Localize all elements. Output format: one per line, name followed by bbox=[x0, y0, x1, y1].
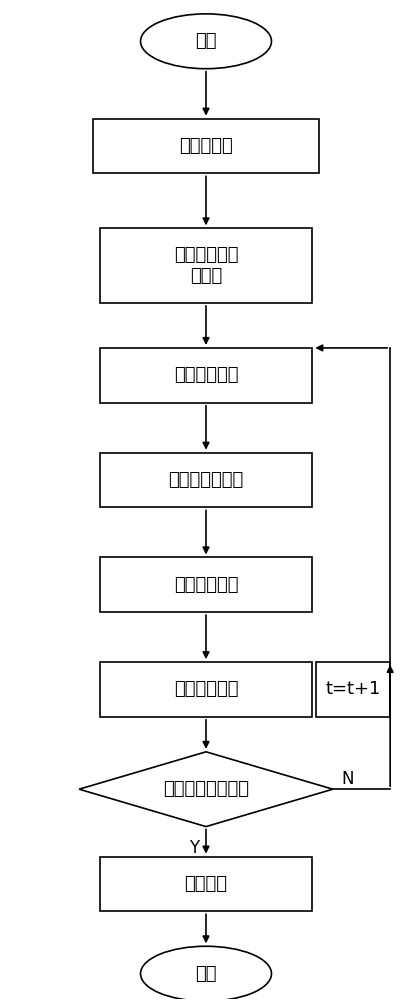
Text: 是否达到采样个数: 是否达到采样个数 bbox=[163, 780, 249, 798]
Text: t=t+1: t=t+1 bbox=[325, 680, 381, 698]
Text: 结束: 结束 bbox=[195, 965, 217, 983]
Text: 初始化参数: 初始化参数 bbox=[179, 137, 233, 155]
Text: 输出信号: 输出信号 bbox=[185, 875, 227, 893]
Text: 坐标变换，建
立模型: 坐标变换，建 立模型 bbox=[174, 246, 238, 285]
Text: 更新系统方程: 更新系统方程 bbox=[174, 680, 238, 698]
Text: Y: Y bbox=[189, 839, 199, 857]
Text: 计算控制信号: 计算控制信号 bbox=[174, 576, 238, 594]
Text: 更新状态观测器: 更新状态观测器 bbox=[169, 471, 243, 489]
Text: N: N bbox=[341, 770, 353, 788]
Text: 开始: 开始 bbox=[195, 32, 217, 50]
Text: 计算观测误差: 计算观测误差 bbox=[174, 366, 238, 384]
